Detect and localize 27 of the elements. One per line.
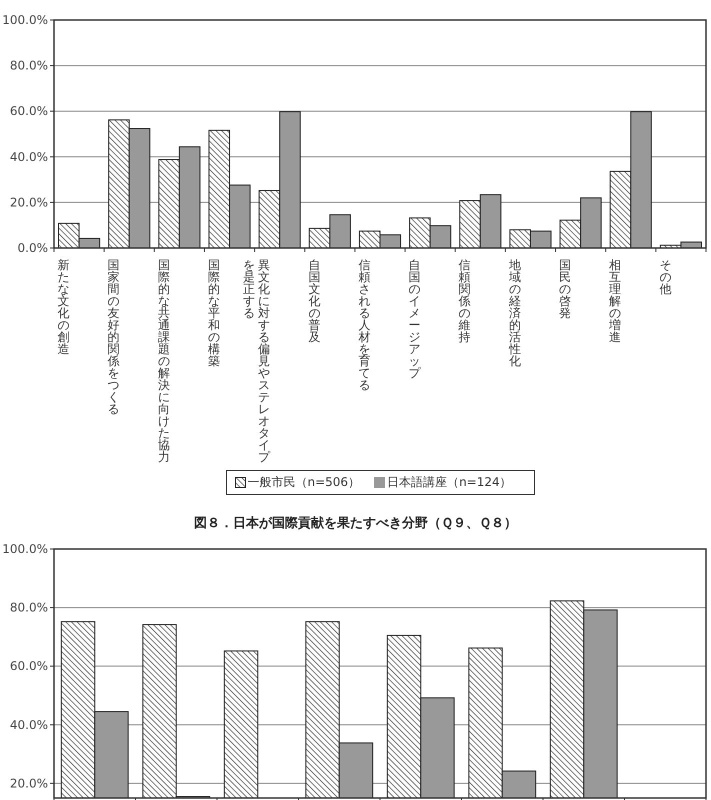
x-tick-label: 自国文化の普及 xyxy=(308,258,321,346)
chart-title: 図８．日本が国際貢献を果たすべき分野（Ｑ９、Ｑ８） xyxy=(193,515,518,532)
y-tick-label: 80.0% xyxy=(10,600,48,615)
category-label: 異文化に対する偏見やステレオタイプを是正する xyxy=(243,258,270,464)
x-tick-label: その他 xyxy=(658,258,672,298)
legend-label: 日本語講座（n=124） xyxy=(387,474,512,491)
y-tick-label: 40.0% xyxy=(10,150,48,164)
category-label: 自国のイメージアップ xyxy=(408,258,421,380)
y-tick-label: 0.0% xyxy=(18,241,48,255)
y-tick-label: 100.0% xyxy=(2,13,48,27)
category-label: 国家間の友好的関係をつくる xyxy=(108,258,120,416)
y-tick-label: 60.0% xyxy=(10,659,48,674)
y-tick-label: 60.0% xyxy=(10,104,48,118)
x-tick-label: 信頼関係の維持 xyxy=(458,258,472,346)
y-tick-label: 40.0% xyxy=(10,718,48,732)
category-label: 国際的な共通課題の解決に向けた協力 xyxy=(158,258,170,464)
x-tick-label: 相互理解の増進 xyxy=(608,258,622,346)
x-tick-label: 新たな文化の創造 xyxy=(57,258,70,358)
y-tick-label: 20.0% xyxy=(10,195,48,210)
y-tick-label: 20.0% xyxy=(10,776,48,790)
y-tick-label: 100.0% xyxy=(2,542,48,556)
category-label: 地域の経済的活性化 xyxy=(508,258,521,368)
legend-label: 一般市民（n=506） xyxy=(248,474,360,491)
x-tick-label: 国民の啓発 xyxy=(558,258,572,322)
y-tick-label: 80.0% xyxy=(10,58,48,73)
category-label: 国際的な平和の構築 xyxy=(208,258,220,368)
category-label: 信頼される人材を育てる xyxy=(358,258,370,392)
